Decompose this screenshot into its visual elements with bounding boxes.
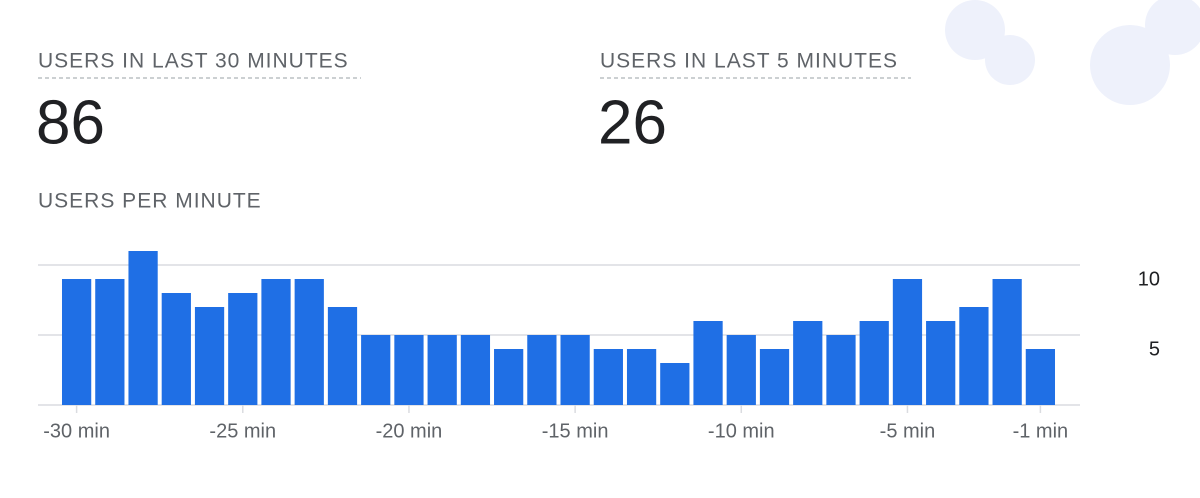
bar xyxy=(228,293,258,405)
bar xyxy=(859,321,889,405)
bar xyxy=(527,335,557,405)
x-tick-label: -25 min xyxy=(209,420,276,442)
y-tick-label: 5 xyxy=(1149,338,1160,360)
x-tick-label: -5 min xyxy=(880,420,936,442)
bar xyxy=(660,363,690,405)
bar xyxy=(626,349,657,405)
bar xyxy=(361,335,391,405)
bar xyxy=(759,349,790,405)
x-tick-label: -10 min xyxy=(708,420,775,442)
bar xyxy=(826,335,856,405)
bar xyxy=(394,335,424,405)
map-background xyxy=(945,0,1200,105)
x-tick-label: -1 min xyxy=(1013,420,1069,442)
y-tick-label: 10 xyxy=(1138,268,1160,290)
bar xyxy=(294,279,324,405)
bar xyxy=(427,335,457,405)
bar xyxy=(560,335,590,405)
metric-label: USERS IN LAST 30 MINUTES xyxy=(38,50,349,73)
bar xyxy=(460,335,491,405)
bar xyxy=(61,279,92,405)
bar xyxy=(1025,349,1056,405)
metric-value: 86 xyxy=(36,88,105,157)
bar xyxy=(194,307,225,405)
metric-label: USERS IN LAST 5 MINUTES xyxy=(600,50,898,73)
bar xyxy=(494,349,524,405)
bar xyxy=(892,279,923,405)
bar xyxy=(926,321,956,405)
bar xyxy=(992,279,1022,405)
bar xyxy=(261,279,291,405)
bar xyxy=(161,293,191,405)
bar xyxy=(128,251,158,405)
bar xyxy=(726,335,756,405)
bar xyxy=(959,307,989,405)
chart-title: USERS PER MINUTE xyxy=(38,190,262,213)
x-tick-label: -15 min xyxy=(542,420,609,442)
bar xyxy=(693,321,723,405)
bar xyxy=(793,321,823,405)
x-tick-label: -30 min xyxy=(43,420,110,442)
bar xyxy=(95,279,125,405)
metric-value: 26 xyxy=(598,88,667,157)
bar xyxy=(593,349,623,405)
x-tick-label: -20 min xyxy=(376,420,443,442)
bar xyxy=(327,307,358,405)
